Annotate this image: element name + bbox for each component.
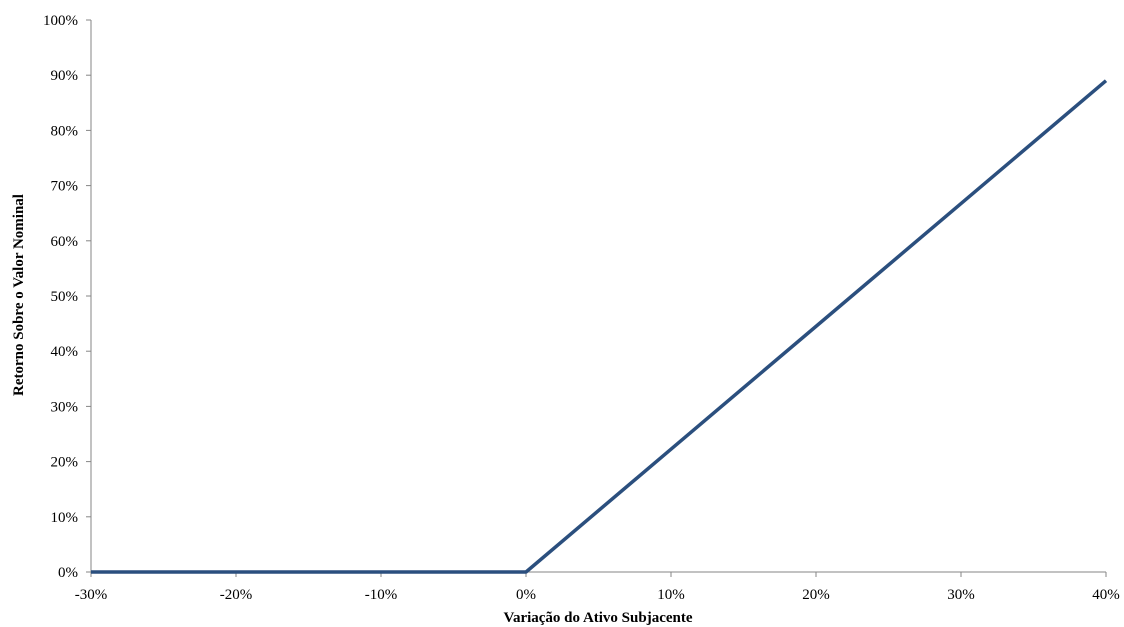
y-axis-title: Retorno Sobre o Valor Nominal <box>11 194 27 396</box>
y-axis: 0% 10% 20% 30% 40% 50% 60% 70% 80% 90% 100% <box>43 13 92 581</box>
y-tick-label: 90% <box>51 68 79 84</box>
y-tick-label: 50% <box>51 289 79 305</box>
x-tick-label: 30% <box>947 587 975 603</box>
y-tick-label: 40% <box>51 344 79 360</box>
x-tick-label: -30% <box>75 587 108 603</box>
y-tick-label: 100% <box>43 13 78 29</box>
x-tick-label: 20% <box>802 587 830 603</box>
x-tick-label: 0% <box>516 587 536 603</box>
y-tick-label: 20% <box>51 455 79 471</box>
y-tick-label: 30% <box>51 399 79 415</box>
x-tick-label: 10% <box>657 587 685 603</box>
y-tick-label: 70% <box>51 179 79 195</box>
series-line <box>91 79 1108 574</box>
series-layer <box>91 79 1108 574</box>
y-tick-label: 60% <box>51 234 79 250</box>
x-axis-title: Variação do Ativo Subjacente <box>503 610 692 626</box>
x-tick-label: 40% <box>1092 587 1120 603</box>
x-axis: -30% -20% -10% 0% 10% 20% 30% 40% <box>75 571 1120 603</box>
y-tick-label: 10% <box>51 510 79 526</box>
y-tick-label: 80% <box>51 123 79 139</box>
y-tick-label: 0% <box>58 565 78 581</box>
x-tick-label: -10% <box>365 587 398 603</box>
x-tick-label: -20% <box>220 587 253 603</box>
